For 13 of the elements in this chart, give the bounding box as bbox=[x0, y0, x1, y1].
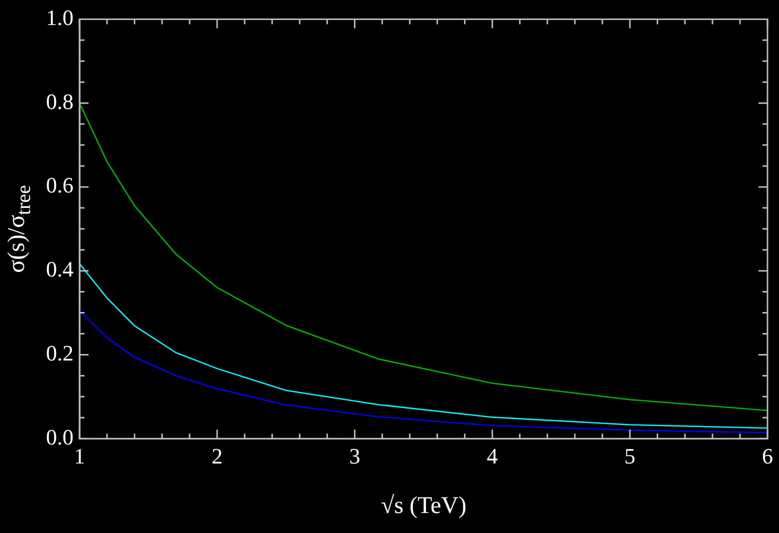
y-tick-label: 0.8 bbox=[46, 88, 74, 114]
x-tick-label: 6 bbox=[762, 444, 773, 469]
y-tick-label: 0.6 bbox=[46, 172, 74, 198]
y-tick-label: 1.0 bbox=[46, 4, 74, 30]
x-tick-label: 3 bbox=[349, 444, 360, 469]
x-axis-title: √s (TeV) bbox=[381, 493, 466, 520]
x-tick-label: 4 bbox=[486, 444, 498, 469]
x-tick-label: 2 bbox=[212, 444, 223, 469]
x-tick-label: 1 bbox=[74, 444, 85, 469]
y-tick-label: 0.2 bbox=[46, 340, 74, 366]
x-tick-label: 5 bbox=[624, 444, 636, 469]
y-tick-label: 0.4 bbox=[46, 256, 74, 282]
y-tick-label: 0.0 bbox=[46, 424, 74, 450]
